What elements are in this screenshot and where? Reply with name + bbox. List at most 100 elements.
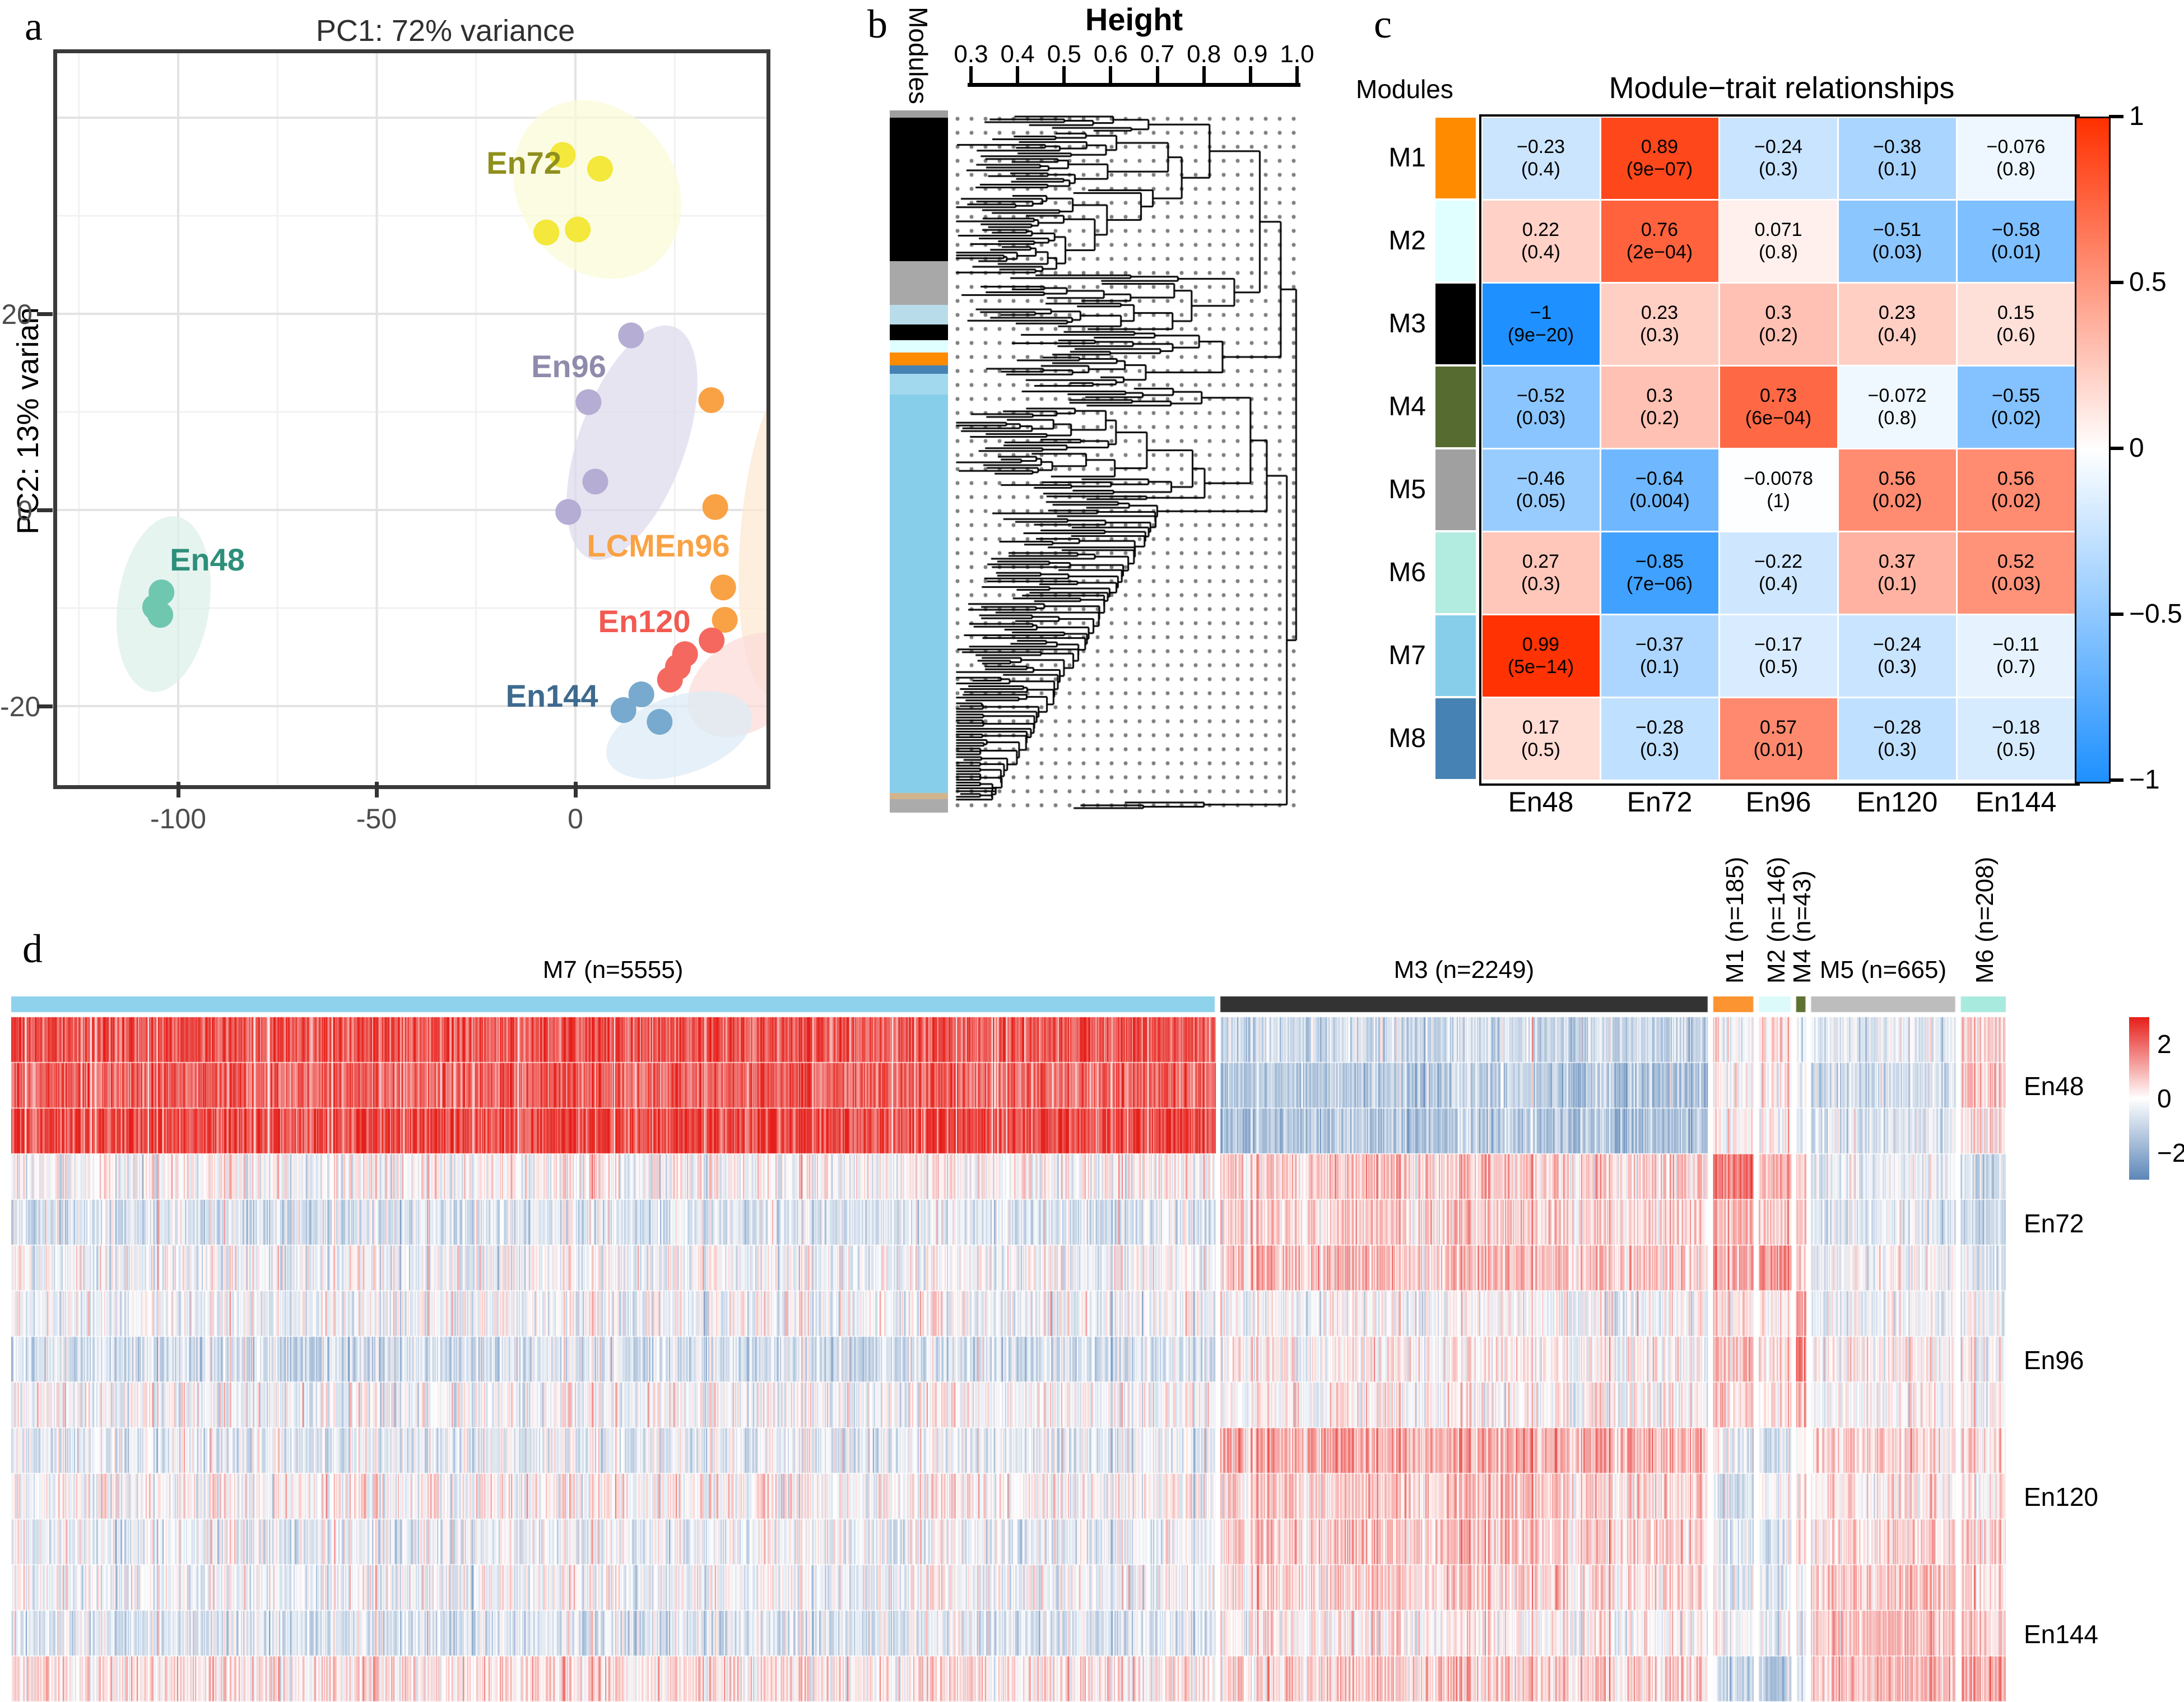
module-bar-segment — [890, 799, 948, 813]
panel-d-label: d — [22, 926, 43, 971]
corr-value: −0.11 — [1992, 633, 2039, 655]
module-bar-segment — [890, 117, 948, 262]
corr-value: −0.23 — [1516, 136, 1565, 157]
p-value: (0.004) — [1629, 490, 1690, 512]
colorbar-tick-mark — [2109, 447, 2123, 450]
heatmap-cell-M7-En72: −0.37 (0.1) — [1601, 615, 1718, 697]
height-tick-label: 0.3 — [954, 40, 988, 68]
colorbar-tick-mark — [2109, 613, 2123, 616]
corr-value: 0.52 — [1997, 550, 2035, 572]
corr-value: −0.17 — [1754, 633, 1803, 655]
module-row-label: M5 — [1388, 475, 1426, 504]
pca-y-tick-mark — [37, 704, 53, 708]
pca-title: PC1: 72% variance — [315, 14, 575, 48]
corr-value: 0.37 — [1878, 550, 1916, 572]
module-bar-segment — [890, 340, 948, 353]
expression-heatmap-legend-colorbar — [2129, 1017, 2149, 1180]
corr-value: −0.28 — [1872, 716, 1922, 738]
heatmap-cell-M1-En48: −0.23 (0.4) — [1482, 117, 1600, 199]
heatmap-cell-M5-En96: −0.0078 (1) — [1720, 449, 1837, 531]
heatmap-cell-M3-En120: 0.23 (0.4) — [1838, 283, 1956, 365]
row-label-En144: En144 — [2024, 1619, 2099, 1649]
corr-value: 0.071 — [1754, 219, 1802, 240]
height-tick-label: 0.8 — [1187, 40, 1221, 68]
module-swatch-M3 — [1435, 284, 1476, 364]
module-row-label: M8 — [1388, 724, 1426, 753]
pca-y-tick-label: -20 — [0, 691, 41, 722]
pca-y-tick-label: 0 — [17, 495, 32, 526]
corr-value: −0.24 — [1754, 136, 1803, 157]
pca-point-En72 — [587, 156, 613, 182]
heatmap-cell-M3-En144: 0.15 (0.6) — [1957, 283, 2075, 365]
pca-point-LCMEn96 — [712, 607, 738, 633]
heatmap-cell-M2-En96: 0.071 (0.8) — [1720, 200, 1837, 282]
corr-value: 0.3 — [1765, 302, 1792, 323]
height-tick-mark — [1109, 66, 1113, 83]
corr-value: −0.22 — [1754, 550, 1803, 572]
pca-group-label-En48: En48 — [170, 542, 245, 577]
heatmap-cell-M7-En144: −0.11 (0.7) — [1957, 615, 2075, 697]
p-value: (7e−06) — [1626, 573, 1693, 595]
module-bar-segment — [890, 353, 948, 365]
pca-point-En48 — [147, 602, 174, 628]
heatmap-cell-M1-En120: −0.38 (0.1) — [1838, 117, 1956, 199]
colorbar-tick-mark — [2109, 281, 2123, 284]
height-tick-label: 1.0 — [1280, 40, 1314, 68]
p-value: (0.03) — [1872, 242, 1922, 263]
p-value: (0.03) — [1991, 573, 2041, 595]
corr-value: −0.85 — [1635, 550, 1684, 572]
column-label-En72: En72 — [1627, 786, 1693, 818]
heatmap-cell-M1-En96: −0.24 (0.3) — [1720, 117, 1837, 199]
p-value: (5e−14) — [1507, 656, 1574, 678]
pca-plot-border — [53, 49, 770, 789]
height-tick-label: 0.7 — [1140, 40, 1175, 68]
module-bar-segment — [890, 305, 948, 325]
p-value: (0.1) — [1878, 159, 1917, 180]
heatmap-cell-M2-En72: 0.76 (2e−04) — [1601, 200, 1718, 282]
corr-value: 0.56 — [1878, 467, 1916, 489]
pca-group-label-En72: En72 — [486, 145, 561, 180]
module-bar-segment — [890, 792, 948, 800]
module-row-label: M4 — [1388, 392, 1426, 421]
p-value: (1) — [1767, 490, 1790, 512]
heatmap-cell-M7-En120: −0.24 (0.3) — [1838, 615, 1956, 697]
heatmap-cell-M1-En72: 0.89 (9e−07) — [1601, 117, 1718, 199]
panel-c-label: c — [1374, 2, 1392, 47]
pca-point-En144 — [610, 697, 636, 723]
module-trait-colorbar — [2075, 117, 2111, 783]
p-value: (0.3) — [1521, 573, 1560, 595]
pca-point-En96 — [582, 469, 608, 495]
heatmap-cell-M2-En48: 0.22 (0.4) — [1482, 200, 1600, 282]
p-value: (0.5) — [1759, 656, 1798, 678]
pca-point-En144 — [647, 709, 673, 735]
pca-point-En72 — [533, 219, 560, 245]
module-trait-title: Module−trait relationships — [1609, 71, 1955, 105]
colorbar-tick-label: −1 — [2129, 765, 2160, 795]
pca-x-tick-label: 0 — [568, 803, 583, 834]
pca-x-tick-mark — [176, 782, 180, 797]
colorbar-tick-label: 0.5 — [2129, 267, 2167, 297]
height-tick-mark — [1155, 66, 1159, 83]
corr-value: 0.22 — [1522, 219, 1560, 240]
corr-value: 0.57 — [1759, 716, 1797, 738]
p-value: (0.03) — [1516, 407, 1566, 429]
pca-x-tick-mark — [375, 782, 379, 797]
row-label-En96: En96 — [2024, 1346, 2084, 1375]
column-label-En120: En120 — [1856, 786, 1938, 818]
p-value: (0.3) — [1759, 159, 1798, 180]
heatmap-cell-M4-En120: −0.072 (0.8) — [1838, 366, 1956, 448]
pca-point-En120 — [699, 627, 725, 653]
p-value: (0.02) — [1872, 490, 1922, 512]
heatmap-cell-M7-En96: −0.17 (0.5) — [1720, 615, 1837, 697]
pca-ellipse-En144 — [606, 691, 752, 780]
p-value: (0.01) — [1991, 242, 2041, 263]
legend-tick-label-−2: −2 — [2157, 1138, 2184, 1167]
heatmap-cell-M3-En72: 0.23 (0.3) — [1601, 283, 1718, 365]
heatmap-cell-M8-En48: 0.17 (0.5) — [1482, 698, 1600, 780]
p-value: (0.4) — [1759, 573, 1798, 595]
heatmap-cell-M1-En144: −0.076 (0.8) — [1957, 117, 2075, 199]
pca-y-axis-label: PC2: 13% varian — [11, 307, 45, 535]
corr-value: 0.76 — [1641, 219, 1679, 240]
corr-value: −0.24 — [1872, 633, 1922, 655]
